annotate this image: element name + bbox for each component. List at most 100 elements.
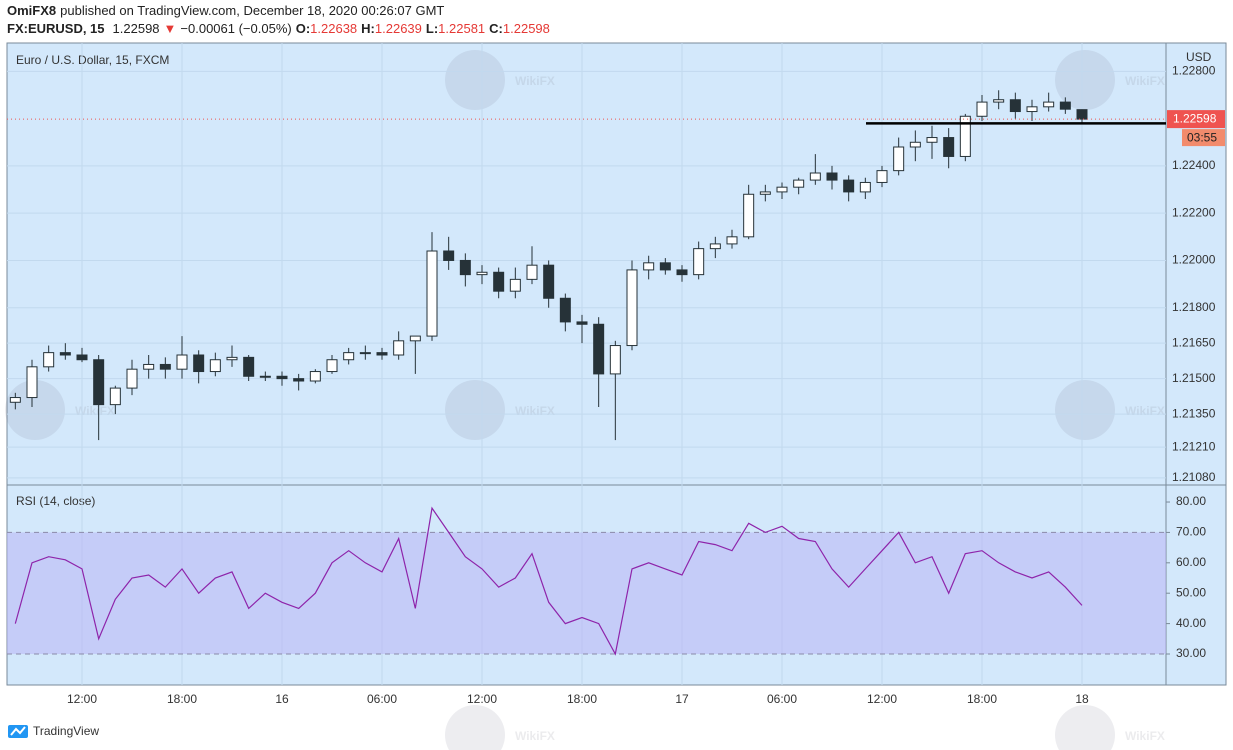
candle-body [93,359,105,406]
candle-body [693,248,705,276]
change: −0.00061 (−0.05%) [180,21,291,36]
header-line-2: FX:EURUSD, 15 1.22598 ▼ −0.00061 (−0.05%) O:… [7,21,550,36]
candle-body [976,101,988,117]
countdown-box [1182,129,1225,147]
footer-logo [8,725,28,738]
candle-body [593,323,605,375]
candle-body [893,146,905,172]
candle-body [826,172,838,181]
candle-body [209,359,221,373]
watermark: WikiFX [1125,729,1165,743]
symbol: FX:EURUSD, 15 [7,21,105,36]
pane-title: Euro / U.S. Dollar, 15, FXCM [16,53,169,67]
y-tick-label: 70.00 [1176,525,1206,539]
y-tick-label: 50.00 [1176,585,1206,599]
candle-body [876,170,888,183]
candle-body [726,236,738,245]
x-tick-label: 12:00 [67,692,97,706]
arrow: ▼ [164,21,177,36]
candle-body [376,352,388,356]
candle-body [1043,101,1055,108]
watermark: WikiFX [1125,404,1165,418]
candle-body [759,191,771,195]
candle-body [76,354,88,361]
y-tick-label: 1.22200 [1172,205,1216,219]
watermark: WikiFX [75,404,115,418]
low-label: L: [426,21,438,36]
y-tick-label: 1.21210 [1172,439,1216,453]
price-label-box [1167,110,1225,129]
y-tick-label: 40.00 [1176,616,1206,630]
candle-body [9,397,21,403]
candle-body [993,99,1005,103]
candle-body [426,250,438,337]
candle-body [476,271,488,276]
candle-body [926,137,938,143]
rsi-title: RSI (14, close) [16,494,95,508]
countdown: 03:55 [1187,130,1217,144]
x-tick-label: 12:00 [467,692,497,706]
high: 1.22639 [375,21,422,36]
candle-body [26,366,38,399]
header-line-1: OmiFX8 published on TradingView.com, Dece… [7,3,444,18]
candle-body [809,172,821,181]
candle-body [959,115,971,157]
candle-body [576,321,588,325]
candle-body [126,368,138,389]
watermark: WikiFX [515,74,555,88]
watermark: WikiFX [515,729,555,743]
y-axis-label: USD [1186,50,1212,64]
watermark-logo [5,380,65,440]
candle-body [1009,99,1021,113]
rsi-line [14,506,1083,656]
watermark-logo [1055,380,1115,440]
candle-body [393,340,405,356]
published: published on TradingView.com, December 1… [60,3,444,18]
candle-body [109,387,121,406]
candle-body [676,269,688,276]
close-label: C: [489,21,503,36]
y-tick-label: 80.00 [1176,494,1206,508]
y-tick-label: 1.21500 [1172,371,1216,385]
open: 1.22638 [310,21,357,36]
candle-body [259,375,271,378]
candle-body [59,352,71,356]
candle-body [909,141,921,148]
candle-body [843,179,855,193]
y-tick-label: 1.21350 [1172,406,1216,420]
candle-body [626,269,638,347]
author: OmiFX8 [7,3,56,18]
candle-body [359,352,371,355]
candle-body [43,352,55,368]
x-tick-label: 06:00 [367,692,397,706]
candle-body [276,375,288,380]
x-tick-label: 18:00 [567,692,597,706]
y-tick-label: 1.22000 [1172,253,1216,267]
watermark: WikiFX [515,404,555,418]
close: 1.22598 [503,21,550,36]
y-tick-label: 1.21650 [1172,335,1216,349]
watermark-logo [1055,705,1115,750]
candle-body [409,335,421,342]
high-label: H: [361,21,375,36]
candle-body [1026,106,1038,113]
low: 1.22581 [438,21,485,36]
candle-body [193,354,205,373]
candle-body [659,262,671,271]
candle-body [459,259,471,276]
candle-body [326,359,338,373]
candle-body [309,371,321,382]
candle-body [526,264,538,280]
candle-body [509,278,521,292]
open-label: O: [296,21,310,36]
candle-body [443,250,455,261]
candle-body [1076,109,1088,120]
y-tick-label: 1.21800 [1172,300,1216,314]
candle-body [343,352,355,361]
candle-body [559,297,571,323]
x-tick-label: 18:00 [167,692,197,706]
watermark-logo [445,380,505,440]
candle-body [743,193,755,238]
candle-body [493,271,505,292]
